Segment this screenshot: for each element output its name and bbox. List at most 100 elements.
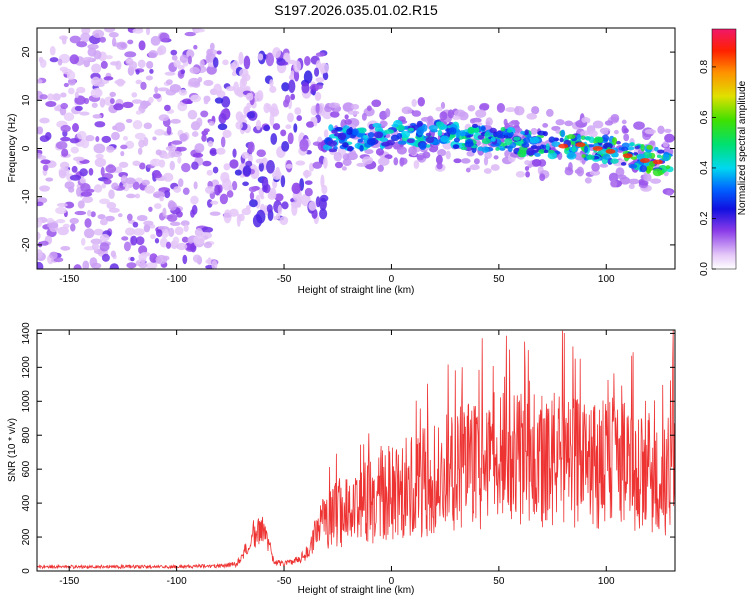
heatmap-cell (162, 153, 171, 160)
heatmap-cell (467, 104, 476, 112)
heatmap-cell (169, 221, 181, 227)
heatmap-cell (469, 164, 480, 171)
heatmap-cell (322, 156, 328, 169)
heatmap-cell (153, 193, 161, 198)
heatmap-cell (101, 183, 107, 189)
heatmap-cell (591, 162, 600, 172)
heatmap-cell (99, 242, 110, 252)
heatmap-cell (81, 196, 94, 204)
heatmap-cell (288, 59, 297, 65)
heatmap-cell (243, 55, 251, 70)
heatmap-cell (145, 75, 153, 81)
heatmap-cell (193, 28, 206, 33)
heatmap-cell (417, 96, 425, 107)
heatmap-cell (241, 151, 250, 159)
heatmap-cell (208, 121, 215, 126)
heatmap-cell (285, 124, 292, 130)
heatmap-cell (628, 183, 635, 190)
heatmap-cell (92, 242, 99, 251)
heatmap-cell (231, 180, 238, 191)
heatmap-cell (422, 151, 431, 159)
heatmap-cell (258, 162, 264, 172)
heatmap-cell (137, 59, 146, 68)
heatmap-cell (435, 154, 443, 165)
x-tick-label: -150 (59, 576, 79, 587)
heatmap-cell (149, 253, 158, 263)
heatmap-cell (344, 114, 349, 120)
heatmap-cell (436, 162, 443, 170)
heatmap-cell (206, 65, 217, 75)
heatmap-cell (90, 262, 102, 269)
heatmap-cell (206, 48, 213, 58)
heatmap-cells (37, 28, 675, 269)
heatmap-cell (143, 224, 151, 233)
heatmap-cell (255, 158, 265, 164)
heatmap-cell (308, 201, 317, 211)
heatmap-cell (342, 102, 354, 113)
heatmap-cell (654, 146, 659, 152)
heatmap-cell (621, 142, 630, 148)
heatmap-cell (168, 201, 177, 211)
heatmap-cell (37, 249, 43, 259)
heatmap-cell (266, 103, 272, 110)
heatmap-cell (613, 129, 619, 135)
heatmap-cell (126, 213, 133, 221)
heatmap-cell (272, 47, 282, 59)
heatmap-cell (214, 184, 221, 196)
heatmap-cell (616, 140, 621, 145)
snr-x-ticks: -150 -100 -50 0 50 100 (59, 330, 615, 587)
heatmap-cell (125, 118, 133, 124)
heatmap-cell (209, 211, 221, 216)
heatmap-cell (155, 229, 163, 238)
heatmap-cell (80, 32, 91, 43)
heatmap-cell (526, 113, 538, 120)
heatmap-cell (212, 57, 219, 68)
heatmap-cell (130, 235, 138, 246)
heatmap-cell (551, 141, 561, 147)
heatmap-cell (280, 175, 286, 188)
heatmap-cell (664, 128, 672, 134)
heatmap-cell (194, 143, 205, 153)
heatmap-cell (437, 129, 443, 137)
heatmap-cell (170, 151, 183, 158)
heatmap-cell (342, 128, 347, 133)
heatmap-cell (37, 152, 42, 158)
heatmap-cell (479, 102, 490, 111)
snr-y-axis-label: SNR (10 * v/v) (7, 418, 18, 482)
heatmap-cell (94, 121, 106, 128)
heatmap-cell (566, 134, 576, 140)
heatmap-cell (190, 94, 202, 103)
heatmap-cell (219, 193, 229, 205)
heatmap-cell (314, 67, 320, 77)
heatmap-cell (460, 158, 471, 164)
heatmap-cell (137, 147, 143, 155)
heatmap-cell (70, 223, 76, 232)
heatmap-cell (524, 159, 531, 166)
heatmap-cell (162, 172, 174, 182)
heatmap-cell (287, 112, 294, 123)
heatmap-cell (101, 135, 112, 143)
heatmap-cell (397, 140, 407, 145)
x-tick-label: -50 (277, 274, 292, 285)
heatmap-cell (255, 209, 266, 224)
heatmap-cell (123, 135, 128, 141)
colorbar-tick-label: 0.2 (699, 211, 710, 225)
heatmap-cell (361, 156, 374, 165)
heatmap-cell (611, 153, 617, 158)
heatmap-cell (85, 135, 95, 142)
heatmap-cell (95, 153, 104, 159)
heatmap-cell (133, 228, 145, 236)
heatmap-cell (139, 162, 146, 170)
heatmap-cell (377, 164, 384, 172)
heatmap-cell (118, 161, 129, 168)
x-tick-label: 0 (389, 274, 395, 285)
heatmap-cell (363, 107, 375, 117)
heatmap-cell (76, 41, 88, 48)
heatmap-cell (279, 61, 289, 66)
heatmap-cell (114, 122, 126, 132)
heatmap-cell (82, 260, 90, 269)
heatmap-cell (110, 61, 119, 66)
heatmap-cell (266, 204, 273, 214)
